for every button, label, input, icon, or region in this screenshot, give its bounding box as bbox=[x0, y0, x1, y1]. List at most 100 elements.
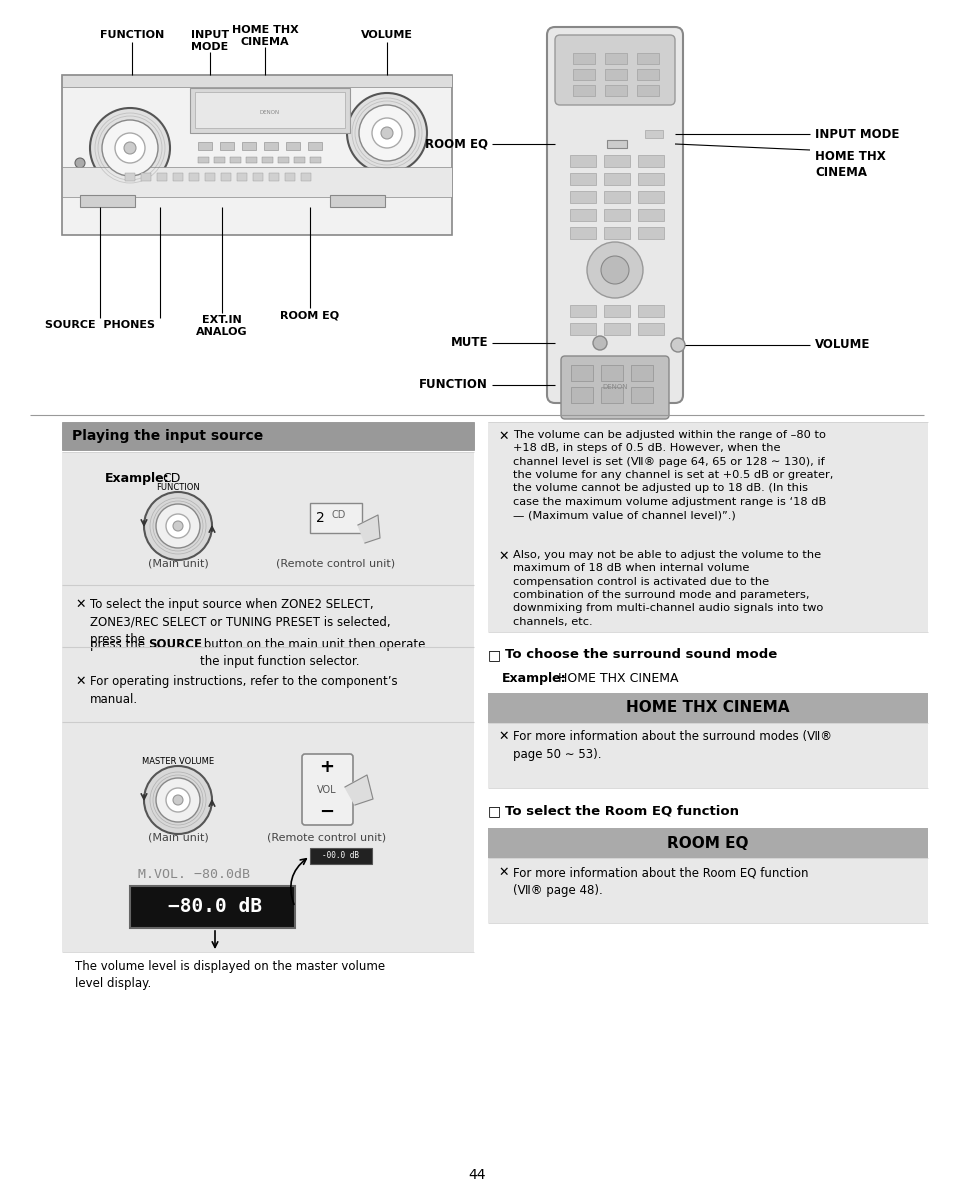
Bar bbox=[569, 227, 596, 239]
Bar bbox=[294, 157, 305, 163]
Bar bbox=[80, 195, 135, 207]
Text: Also, you may not be able to adjust the volume to the
maximum of 18 dB when inte: Also, you may not be able to adjust the … bbox=[513, 550, 822, 627]
Bar bbox=[62, 76, 452, 88]
Circle shape bbox=[156, 504, 200, 548]
Text: INPUT
MODE: INPUT MODE bbox=[191, 30, 229, 52]
Text: SOURCE: SOURCE bbox=[148, 638, 202, 651]
Bar bbox=[638, 323, 663, 335]
Bar bbox=[277, 157, 289, 163]
Text: VOL: VOL bbox=[316, 785, 336, 795]
Bar bbox=[638, 209, 663, 221]
Bar bbox=[213, 157, 225, 163]
Bar bbox=[604, 70, 626, 80]
Bar bbox=[205, 173, 214, 181]
Text: ROOM EQ: ROOM EQ bbox=[666, 836, 748, 850]
Text: (Remote control unit): (Remote control unit) bbox=[267, 833, 386, 843]
Text: For operating instructions, refer to the component’s
manual.: For operating instructions, refer to the… bbox=[90, 675, 397, 706]
Bar bbox=[262, 157, 273, 163]
FancyBboxPatch shape bbox=[560, 356, 668, 418]
FancyBboxPatch shape bbox=[555, 35, 675, 106]
Text: To select the Room EQ function: To select the Room EQ function bbox=[504, 805, 739, 817]
Bar bbox=[230, 157, 241, 163]
Bar bbox=[308, 141, 322, 150]
Bar bbox=[220, 141, 233, 150]
Polygon shape bbox=[345, 775, 373, 805]
Text: HOME THX CINEMA: HOME THX CINEMA bbox=[558, 671, 678, 685]
Bar bbox=[638, 173, 663, 185]
Bar bbox=[269, 173, 278, 181]
Bar bbox=[130, 886, 294, 928]
Text: Example:: Example: bbox=[501, 671, 566, 685]
Circle shape bbox=[144, 766, 212, 835]
Circle shape bbox=[144, 492, 212, 560]
Text: 2: 2 bbox=[315, 511, 324, 525]
Bar bbox=[603, 209, 629, 221]
Text: VOLUME: VOLUME bbox=[814, 338, 869, 351]
Bar bbox=[286, 141, 299, 150]
Bar bbox=[330, 195, 385, 207]
Bar bbox=[638, 191, 663, 203]
Text: −: − bbox=[319, 803, 335, 821]
Circle shape bbox=[124, 141, 136, 153]
Text: To select the input source when ZONE2 SELECT,
ZONE3/REC SELECT or TUNING PRESET : To select the input source when ZONE2 SE… bbox=[90, 598, 390, 646]
Text: The volume level is displayed on the master volume
level display.: The volume level is displayed on the mas… bbox=[75, 960, 385, 990]
Bar bbox=[264, 141, 277, 150]
Polygon shape bbox=[357, 516, 379, 543]
Bar bbox=[569, 323, 596, 335]
Circle shape bbox=[372, 118, 401, 147]
Bar bbox=[141, 173, 151, 181]
Bar bbox=[603, 305, 629, 317]
Bar bbox=[606, 140, 626, 147]
Text: MUTE: MUTE bbox=[450, 337, 488, 349]
Circle shape bbox=[172, 795, 183, 805]
Text: SOURCE  PHONES: SOURCE PHONES bbox=[45, 320, 154, 330]
Bar bbox=[603, 155, 629, 167]
Text: 44: 44 bbox=[468, 1168, 485, 1182]
Text: ROOM EQ: ROOM EQ bbox=[424, 138, 488, 151]
Bar bbox=[242, 141, 255, 150]
Text: The volume can be adjusted within the range of –80 to
+18 dB, in steps of 0.5 dB: The volume can be adjusted within the ra… bbox=[513, 430, 833, 520]
Text: INPUT MODE: INPUT MODE bbox=[814, 127, 899, 140]
Text: +: + bbox=[319, 758, 335, 776]
Bar bbox=[604, 53, 626, 64]
Text: (Main unit): (Main unit) bbox=[148, 833, 208, 843]
Text: ✕: ✕ bbox=[497, 550, 508, 564]
Bar bbox=[62, 76, 452, 235]
Bar bbox=[600, 387, 622, 403]
Bar bbox=[488, 723, 927, 788]
Bar bbox=[571, 387, 593, 403]
Bar bbox=[62, 422, 474, 450]
Circle shape bbox=[586, 242, 642, 299]
Bar bbox=[644, 129, 662, 138]
Bar bbox=[488, 858, 927, 923]
Bar bbox=[198, 157, 209, 163]
Bar bbox=[569, 155, 596, 167]
Circle shape bbox=[172, 522, 183, 531]
Bar bbox=[569, 209, 596, 221]
Bar bbox=[637, 53, 659, 64]
Text: ✕: ✕ bbox=[75, 675, 86, 688]
Text: □: □ bbox=[488, 805, 500, 818]
FancyBboxPatch shape bbox=[546, 28, 682, 403]
Circle shape bbox=[600, 257, 628, 284]
Text: DENON: DENON bbox=[259, 109, 280, 114]
Text: ✕: ✕ bbox=[75, 598, 86, 611]
Text: VOLUME: VOLUME bbox=[360, 30, 413, 40]
Bar bbox=[236, 173, 247, 181]
Bar bbox=[62, 452, 474, 647]
Bar bbox=[569, 305, 596, 317]
Circle shape bbox=[90, 108, 170, 188]
Bar bbox=[125, 173, 135, 181]
Bar bbox=[253, 173, 263, 181]
Circle shape bbox=[593, 336, 606, 350]
Bar bbox=[630, 387, 652, 403]
Bar bbox=[638, 227, 663, 239]
Text: □: □ bbox=[488, 647, 500, 662]
Bar bbox=[638, 155, 663, 167]
Bar bbox=[600, 364, 622, 381]
Bar bbox=[305, 757, 350, 823]
Text: ✕: ✕ bbox=[497, 430, 508, 442]
Bar bbox=[488, 693, 927, 723]
Text: EXT.IN
ANALOG: EXT.IN ANALOG bbox=[196, 315, 248, 337]
Bar bbox=[189, 173, 199, 181]
